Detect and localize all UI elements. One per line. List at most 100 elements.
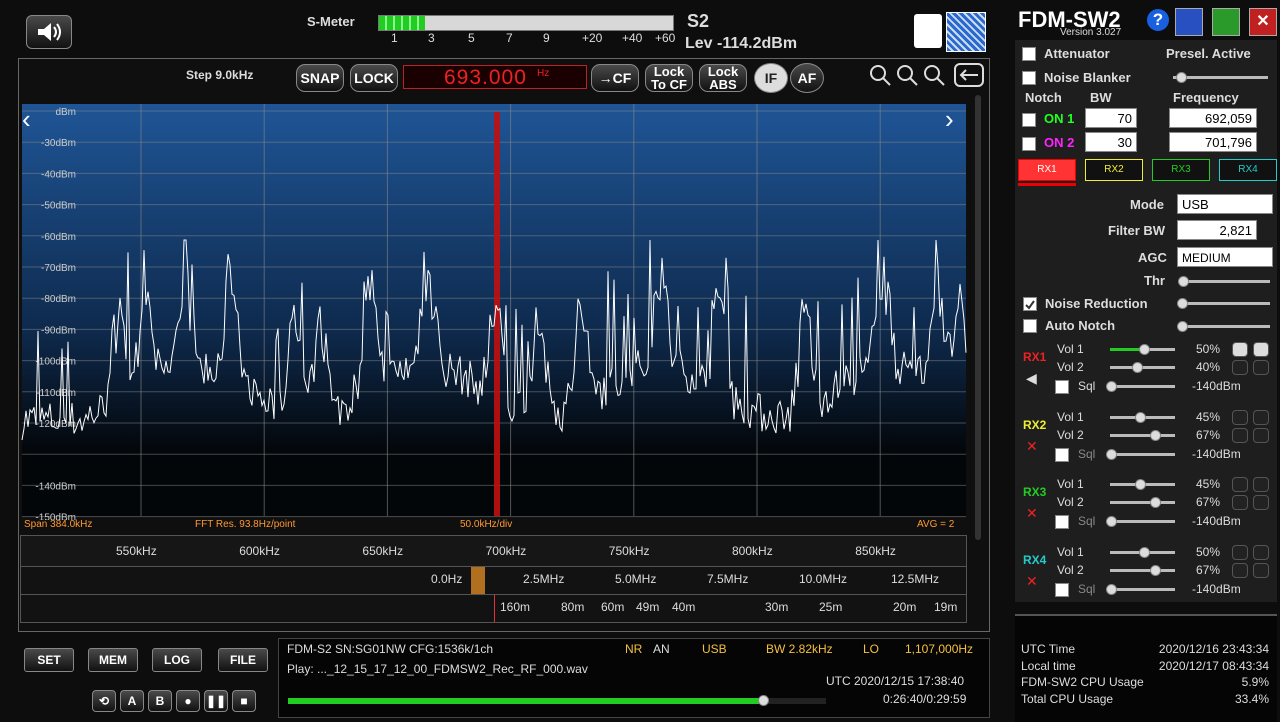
y-axis-label: -110dBm [36, 388, 76, 399]
slider-knob[interactable] [1149, 564, 1161, 576]
slider-knob[interactable] [1176, 72, 1187, 83]
slider-knob[interactable] [1178, 276, 1189, 287]
an-slider[interactable] [1180, 325, 1270, 328]
notch-frequency[interactable]: 701,796 [1169, 132, 1257, 152]
sql-slider[interactable] [1110, 452, 1175, 456]
khz-label: 600kHz [239, 544, 280, 558]
auto-notch-checkbox[interactable] [1023, 319, 1037, 333]
channel-button[interactable] [1253, 495, 1269, 510]
speaker-button[interactable] [26, 15, 72, 49]
vol-slider[interactable] [1110, 501, 1175, 504]
a-button[interactable]: A [120, 690, 144, 712]
to-cf-button[interactable]: →CF [591, 64, 639, 92]
rx-tab[interactable]: RX3 [1152, 159, 1210, 181]
snap-button[interactable]: SNAP [296, 64, 344, 92]
slider-knob[interactable] [1135, 479, 1147, 490]
record-icon[interactable] [914, 14, 942, 48]
stop-button[interactable]: ■ [232, 690, 256, 712]
agc-select[interactable]: MEDIUM [1177, 247, 1273, 267]
channel-button[interactable] [1232, 562, 1248, 578]
slider-knob[interactable] [1106, 583, 1117, 595]
set-button[interactable]: SET [24, 648, 74, 672]
slider-knob[interactable] [1132, 362, 1143, 373]
rx-tab[interactable]: RX1 [1018, 159, 1076, 181]
slider-knob[interactable] [1135, 411, 1147, 423]
slider-knob[interactable] [1106, 516, 1117, 527]
config-icon[interactable] [946, 12, 986, 52]
scroll-right[interactable]: › [945, 104, 954, 134]
file-button[interactable]: FILE [218, 648, 268, 672]
spectrum-scrollbar[interactable] [975, 95, 981, 540]
channel-button[interactable] [1253, 544, 1269, 560]
help-button[interactable]: ? [1147, 9, 1169, 31]
frequency-display[interactable]: 693.000 Hz [403, 65, 587, 89]
notch-frequency[interactable]: 692,059 [1169, 108, 1257, 128]
nr-slider[interactable] [1180, 302, 1270, 305]
loop-button[interactable]: ⟲ [92, 690, 116, 712]
notch-bw[interactable]: 70 [1085, 108, 1137, 128]
sql-slider[interactable] [1110, 385, 1175, 388]
thr-slider[interactable] [1180, 280, 1270, 283]
slider-knob[interactable] [1138, 344, 1150, 355]
channel-button[interactable] [1232, 544, 1248, 560]
sql-checkbox[interactable] [1055, 447, 1069, 462]
notch-checkbox[interactable] [1022, 137, 1036, 151]
if-button[interactable]: IF [754, 63, 788, 93]
s-meter-tick: +40 [622, 31, 643, 45]
channel-button[interactable] [1253, 360, 1269, 375]
record-button[interactable]: ● [176, 690, 200, 712]
slider-knob[interactable] [1138, 546, 1150, 558]
lock-to-cf-button[interactable]: Lock To CF [645, 64, 693, 92]
vol-slider[interactable] [1110, 433, 1175, 437]
rx-tab[interactable]: RX4 [1219, 159, 1277, 181]
channel-button[interactable] [1253, 477, 1269, 492]
slider-knob[interactable] [1177, 298, 1188, 309]
noise-reduction-checkbox[interactable] [1023, 297, 1037, 311]
play-knob[interactable] [758, 695, 769, 706]
channel-button[interactable] [1232, 409, 1248, 425]
notch-bw[interactable]: 30 [1085, 132, 1137, 152]
lock-button[interactable]: LOCK [350, 64, 398, 92]
sql-checkbox[interactable] [1055, 515, 1069, 529]
scroll-left[interactable]: ‹ [22, 104, 31, 134]
spectrum[interactable]: dBm -30dBm -40dBm -50dBm -60dBm -70dBm -80dBm -… [20, 100, 970, 520]
sql-slider[interactable] [1110, 587, 1175, 591]
log-button[interactable]: LOG [152, 648, 202, 672]
mode-select[interactable]: USB [1177, 194, 1273, 214]
channel-button[interactable] [1232, 495, 1248, 510]
vol-slider[interactable] [1110, 568, 1175, 572]
channel-button[interactable] [1253, 427, 1269, 443]
channel-button[interactable] [1232, 360, 1248, 375]
slider-knob[interactable] [1149, 497, 1161, 508]
play-progress[interactable] [288, 698, 826, 704]
rx-tab[interactable]: RX2 [1085, 159, 1143, 181]
lock-abs-button[interactable]: Lock ABS [699, 64, 747, 92]
slider-knob[interactable] [1106, 448, 1117, 460]
channel-button[interactable] [1232, 427, 1248, 443]
maximize-button[interactable] [1212, 8, 1240, 36]
channel-button[interactable] [1253, 342, 1269, 357]
b-button[interactable]: B [148, 690, 172, 712]
zoom-tools[interactable] [866, 62, 986, 90]
filter-bw[interactable]: 2,821 [1177, 220, 1257, 240]
attenuator-checkbox[interactable] [1022, 47, 1036, 61]
sql-slider[interactable] [1110, 520, 1175, 523]
noise-blanker-checkbox[interactable] [1022, 71, 1036, 85]
pause-button[interactable]: ❚❚ [204, 690, 228, 712]
channel-button[interactable] [1232, 477, 1248, 492]
af-button[interactable]: AF [790, 63, 824, 93]
minimize-button[interactable] [1175, 8, 1203, 36]
vol-value: 45% [1196, 477, 1221, 491]
close-button[interactable]: ✕ [1249, 8, 1277, 36]
mem-button[interactable]: MEM [88, 648, 138, 672]
sql-checkbox[interactable] [1055, 582, 1069, 597]
slider-knob[interactable] [1177, 321, 1188, 332]
channel-button[interactable] [1253, 562, 1269, 578]
sql-checkbox[interactable] [1055, 380, 1069, 394]
blanker-slider[interactable] [1173, 76, 1268, 79]
slider-knob[interactable] [1149, 429, 1161, 441]
notch-checkbox[interactable] [1022, 113, 1036, 127]
slider-knob[interactable] [1106, 381, 1117, 392]
channel-button[interactable] [1253, 409, 1269, 425]
channel-button[interactable] [1232, 342, 1248, 357]
